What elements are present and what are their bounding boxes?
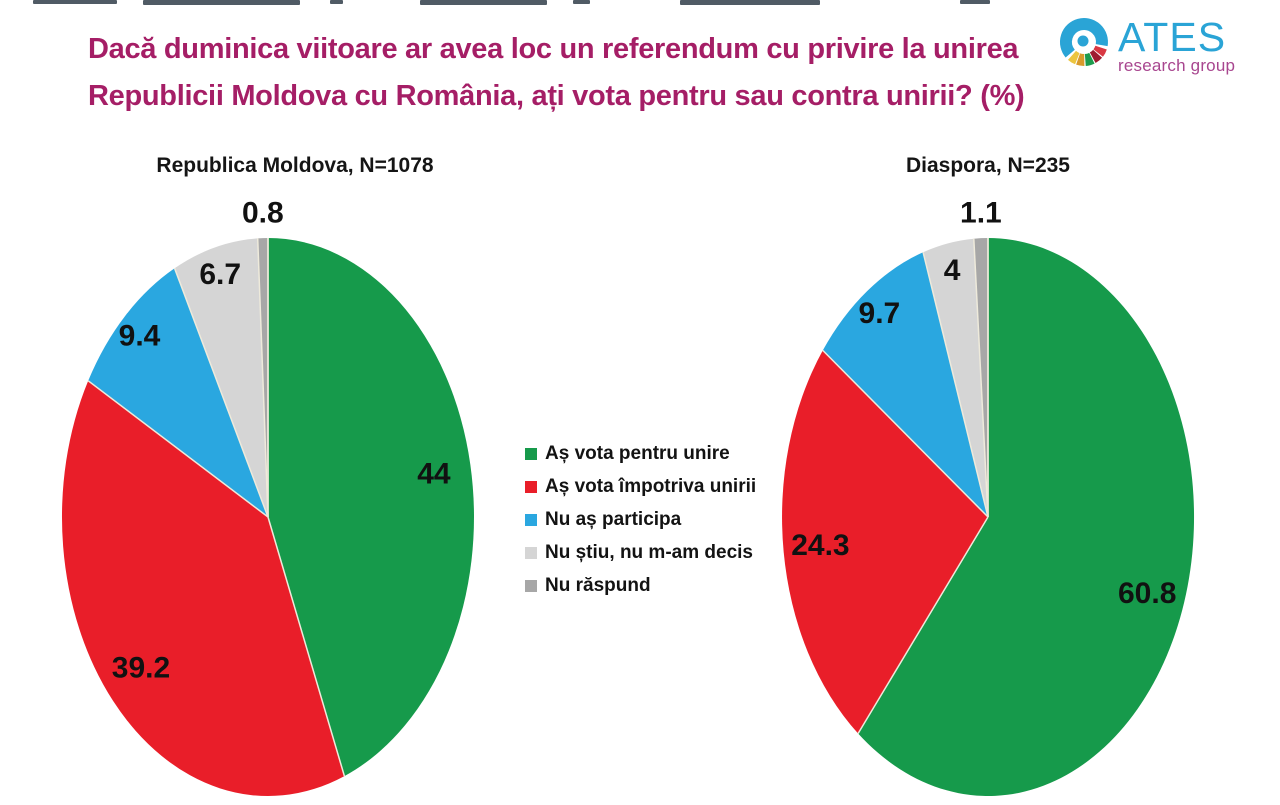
legend-label: Nu răspund — [545, 574, 651, 596]
legend-item: Aș vota pentru unire — [525, 437, 756, 470]
cropped-text-artifact — [33, 0, 117, 4]
pie-slice-1 — [782, 350, 988, 734]
pie-slice-1 — [61, 380, 345, 797]
chart-title-diaspora: Diaspora, N=235 — [905, 154, 1070, 177]
legend-item: Nu răspund — [525, 569, 756, 602]
pie-value-label: 60.8 — [1118, 577, 1176, 610]
legend-swatch-red — [525, 480, 537, 493]
cropped-text-artifact — [143, 0, 300, 5]
slice-divider — [822, 349, 989, 518]
legend-label: Nu aș participa — [545, 508, 682, 530]
slice-divider — [173, 268, 269, 518]
cropped-text-artifact — [573, 0, 590, 4]
chart-title-moldova: Republica Moldova, N=1078 — [156, 154, 434, 177]
legend-item: Nu aș participa — [525, 503, 756, 536]
pie-value-label: 39.2 — [112, 651, 170, 684]
survey-question-line1: Dacă duminica viitoare ar avea loc un re… — [88, 33, 1019, 65]
ates-logo-wordmark: ATES — [1118, 14, 1227, 60]
legend-swatch-blue — [525, 513, 537, 526]
ates-circular-logo-icon — [1060, 18, 1108, 66]
cropped-text-artifact — [330, 0, 343, 4]
pie-chart-diaspora: 60.8 24.3 9.7 4 1.1 — [782, 197, 1195, 796]
pie-value-label: 1.1 — [960, 197, 1002, 230]
slice-divider — [256, 238, 269, 518]
cropped-text-artifact — [960, 0, 990, 4]
legend-item: Aș vota împotriva unirii — [525, 470, 756, 503]
legend-label: Aș vota împotriva unirii — [545, 475, 757, 497]
pie-slice-2 — [822, 252, 988, 517]
slice-divider — [973, 238, 989, 518]
pie-value-label: 0.8 — [242, 197, 284, 230]
pie-slice-2 — [88, 268, 268, 517]
legend-label: Nu știu, nu m-am decis — [545, 541, 753, 563]
pie-value-label: 6.7 — [199, 258, 241, 291]
slice-divider — [922, 252, 989, 518]
pie-value-label: 4 — [944, 254, 961, 287]
ates-logo-text: ATES research group — [1118, 16, 1235, 75]
slice-divider — [267, 516, 346, 777]
cropped-text-artifact — [420, 0, 547, 5]
pie-value-label: 9.7 — [859, 297, 901, 330]
survey-question: Dacă duminica viitoare ar avea loc un re… — [88, 26, 1053, 120]
pie-slice-3 — [923, 238, 988, 517]
survey-question-line2: Republicii Moldova cu România, ați vota … — [88, 80, 1025, 112]
legend-swatch-green — [525, 447, 537, 460]
cropped-text-artifact — [680, 0, 820, 5]
pie-slice-3 — [174, 238, 268, 517]
slice-divider — [857, 516, 989, 734]
logo-center-dot — [1077, 35, 1089, 47]
slice-divider — [87, 380, 269, 518]
pie-value-label: 44 — [417, 457, 451, 490]
pie-value-label: 24.3 — [791, 529, 849, 562]
legend-label: Aș vota pentru unire — [545, 442, 730, 464]
legend-swatch-gray — [525, 579, 537, 592]
pie-slice-0 — [858, 238, 1195, 796]
chart-legend: Aș vota pentru unire Aș vota împotriva u… — [525, 437, 756, 602]
ates-logo-subtitle: research group — [1118, 56, 1236, 75]
pie-value-label: 9.4 — [119, 320, 161, 353]
legend-swatch-lightgray — [525, 546, 537, 559]
pie-slice-0 — [268, 238, 474, 777]
legend-item: Nu știu, nu m-am decis — [525, 536, 756, 569]
pie-chart-moldova: 44 39.2 9.4 6.70.8 — [61, 197, 474, 797]
ates-logo: ATES research group — [1056, 16, 1235, 76]
